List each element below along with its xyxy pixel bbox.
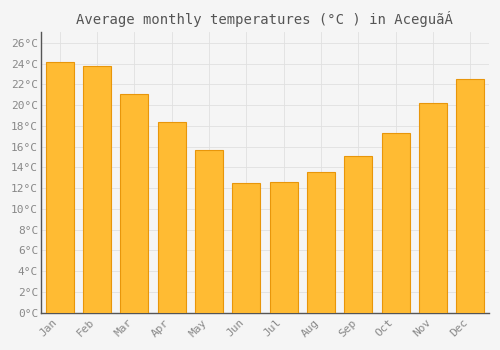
- Bar: [46, 62, 74, 313]
- Bar: [456, 79, 484, 313]
- Bar: [158, 122, 186, 313]
- Bar: [344, 156, 372, 313]
- Bar: [307, 172, 335, 313]
- Bar: [120, 94, 148, 313]
- Title: Average monthly temperatures (°C ) in AceguãÁ: Average monthly temperatures (°C ) in Ac…: [76, 11, 454, 27]
- Bar: [270, 182, 297, 313]
- Bar: [232, 183, 260, 313]
- Bar: [382, 133, 409, 313]
- Bar: [419, 103, 447, 313]
- Bar: [195, 150, 223, 313]
- Bar: [83, 66, 111, 313]
